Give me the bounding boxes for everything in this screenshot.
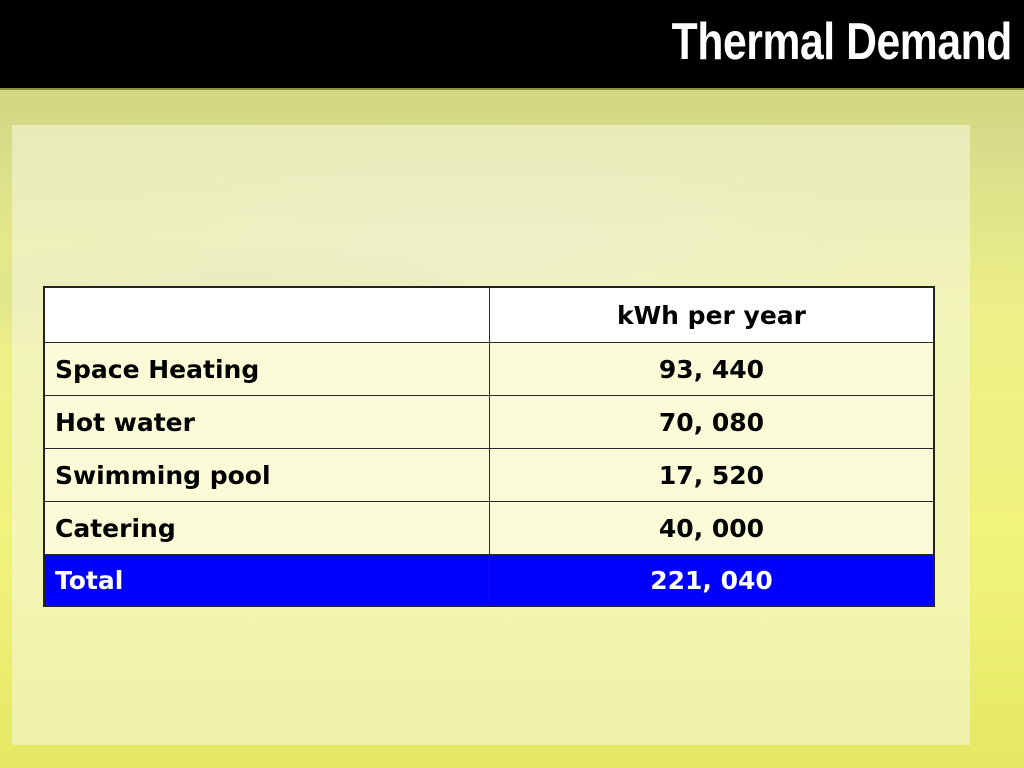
total-label: Total — [43, 554, 490, 607]
slide-title: Thermal Demand — [671, 13, 1013, 71]
row-value: 70, 080 — [489, 395, 935, 449]
total-value: 221, 040 — [489, 554, 935, 607]
header-cell-empty — [43, 286, 490, 343]
row-label: Hot water — [43, 395, 490, 449]
title-bar: Thermal Demand — [0, 0, 1024, 90]
row-value: 17, 520 — [489, 448, 935, 502]
row-label: Catering — [43, 501, 490, 555]
row-value: 40, 000 — [489, 501, 935, 555]
table-header-row: kWh per year — [43, 286, 935, 343]
table-row: Catering 40, 000 — [43, 501, 935, 555]
thermal-demand-table: kWh per year Space Heating 93, 440 Hot w… — [43, 286, 935, 607]
table-row: Swimming pool 17, 520 — [43, 448, 935, 502]
row-label: Space Heating — [43, 342, 490, 396]
table-row: Hot water 70, 080 — [43, 395, 935, 449]
table-row: Space Heating 93, 440 — [43, 342, 935, 396]
table-total-row: Total 221, 040 — [43, 554, 935, 607]
row-label: Swimming pool — [43, 448, 490, 502]
row-value: 93, 440 — [489, 342, 935, 396]
header-cell-kwh: kWh per year — [489, 286, 935, 343]
